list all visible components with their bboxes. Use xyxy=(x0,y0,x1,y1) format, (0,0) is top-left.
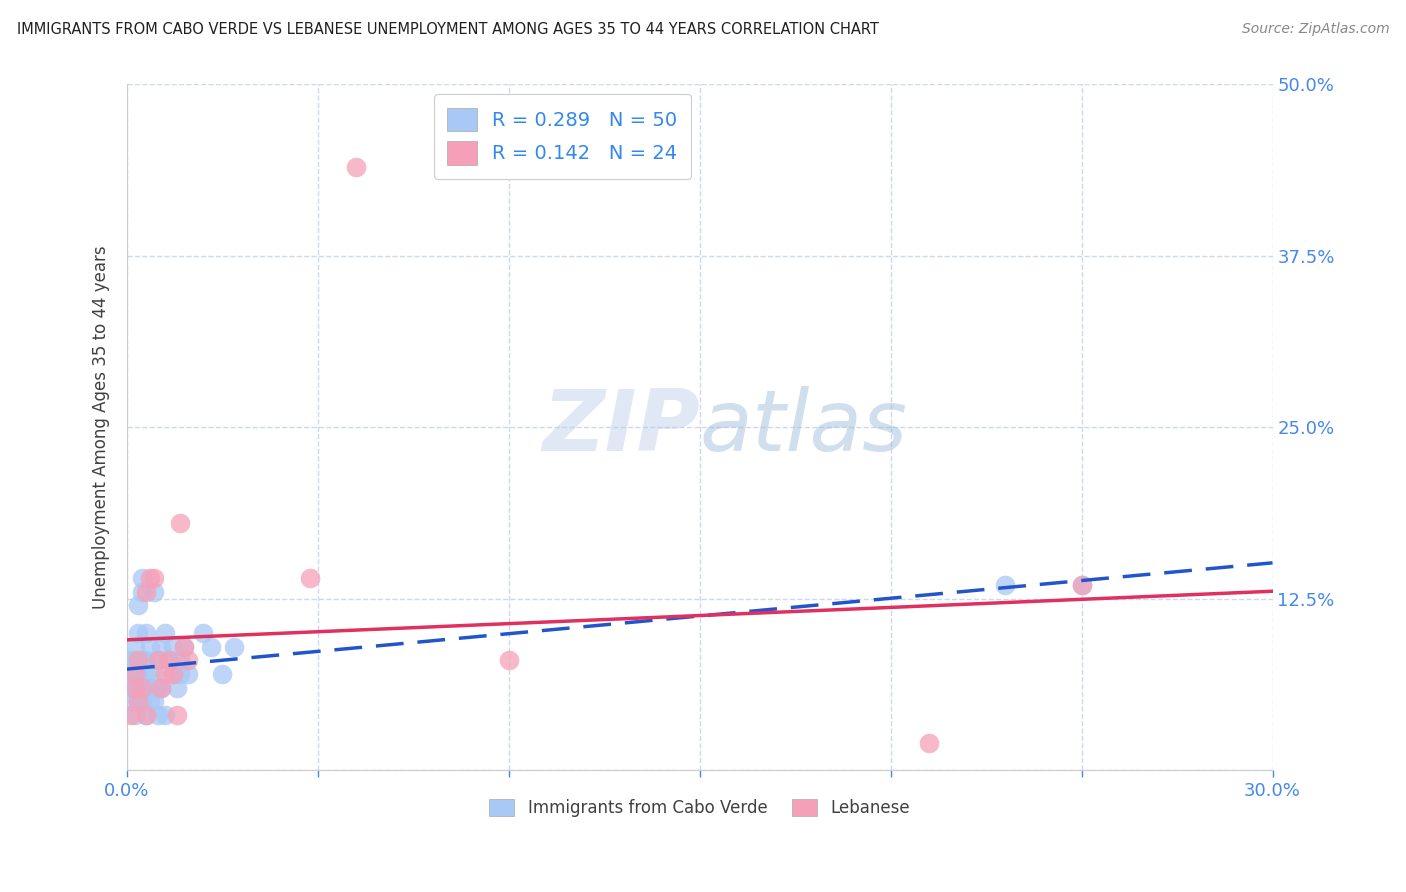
Point xyxy=(177,653,200,667)
Point xyxy=(193,626,215,640)
Text: Source: ZipAtlas.com: Source: ZipAtlas.com xyxy=(1241,22,1389,37)
Point xyxy=(120,667,142,681)
Point xyxy=(173,640,195,654)
Point xyxy=(124,667,146,681)
Point xyxy=(146,653,169,667)
Point xyxy=(299,571,322,585)
Point xyxy=(146,708,169,723)
Point xyxy=(169,667,191,681)
Point xyxy=(169,653,191,667)
Point xyxy=(124,667,146,681)
Point xyxy=(139,640,162,654)
Point xyxy=(150,681,173,695)
Point xyxy=(162,667,184,681)
Text: ZIP: ZIP xyxy=(543,385,700,468)
Point xyxy=(173,640,195,654)
Point xyxy=(120,681,142,695)
Point xyxy=(135,681,157,695)
Point xyxy=(139,694,162,708)
Point xyxy=(131,694,153,708)
Point xyxy=(127,694,149,708)
Point xyxy=(1070,578,1092,592)
Point xyxy=(120,653,142,667)
Point xyxy=(222,640,245,654)
Point xyxy=(150,681,173,695)
Point xyxy=(124,653,146,667)
Point xyxy=(169,516,191,531)
Point xyxy=(131,571,153,585)
Point xyxy=(127,599,149,613)
Point xyxy=(127,681,149,695)
Point xyxy=(131,584,153,599)
Point xyxy=(994,578,1017,592)
Text: atlas: atlas xyxy=(700,385,908,468)
Point xyxy=(162,640,184,654)
Point xyxy=(146,653,169,667)
Point xyxy=(139,681,162,695)
Point xyxy=(124,708,146,723)
Point xyxy=(120,708,142,723)
Point xyxy=(135,708,157,723)
Point xyxy=(135,626,157,640)
Y-axis label: Unemployment Among Ages 35 to 44 years: Unemployment Among Ages 35 to 44 years xyxy=(93,245,110,609)
Point xyxy=(918,735,941,749)
Point xyxy=(150,640,173,654)
Point xyxy=(153,626,176,640)
Point xyxy=(157,653,180,667)
Point xyxy=(124,640,146,654)
Point xyxy=(127,626,149,640)
Point xyxy=(142,667,165,681)
Point xyxy=(124,681,146,695)
Point xyxy=(498,653,520,667)
Point xyxy=(157,653,180,667)
Point xyxy=(142,584,165,599)
Point xyxy=(135,667,157,681)
Point xyxy=(124,681,146,695)
Point xyxy=(200,640,222,654)
Point xyxy=(153,667,176,681)
Point xyxy=(135,708,157,723)
Point xyxy=(135,584,157,599)
Point xyxy=(166,708,188,723)
Point xyxy=(211,667,233,681)
Point xyxy=(120,694,142,708)
Point xyxy=(153,708,176,723)
Point xyxy=(177,667,200,681)
Point xyxy=(146,681,169,695)
Point xyxy=(135,653,157,667)
Legend: Immigrants from Cabo Verde, Lebanese: Immigrants from Cabo Verde, Lebanese xyxy=(482,792,917,823)
Point xyxy=(166,681,188,695)
Point xyxy=(142,694,165,708)
Text: IMMIGRANTS FROM CABO VERDE VS LEBANESE UNEMPLOYMENT AMONG AGES 35 TO 44 YEARS CO: IMMIGRANTS FROM CABO VERDE VS LEBANESE U… xyxy=(17,22,879,37)
Point xyxy=(344,160,367,174)
Point xyxy=(1070,578,1092,592)
Point xyxy=(142,571,165,585)
Point xyxy=(139,571,162,585)
Point xyxy=(127,694,149,708)
Point xyxy=(162,667,184,681)
Point xyxy=(127,667,149,681)
Point xyxy=(131,681,153,695)
Point xyxy=(131,653,153,667)
Point xyxy=(127,653,149,667)
